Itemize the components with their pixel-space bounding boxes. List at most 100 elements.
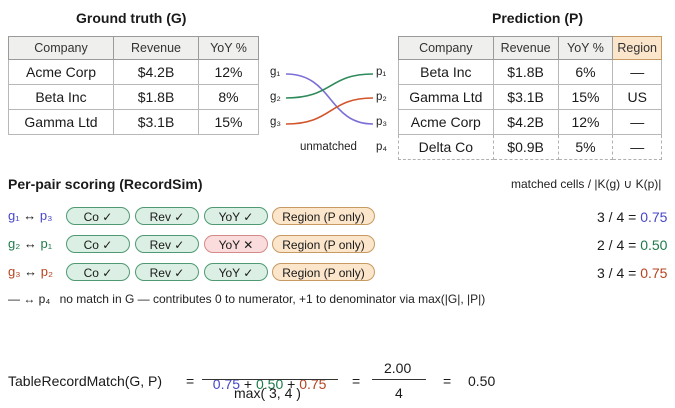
pair-p: p₁ xyxy=(40,236,53,251)
formula-eq: = xyxy=(186,373,195,389)
formula-lhs: TableRecordMatch(G, P) xyxy=(8,373,163,389)
pred-table: Company Revenue YoY % Region Beta Inc $1… xyxy=(398,36,662,160)
gt-cell: 8% xyxy=(198,84,259,110)
scoring-right-header: matched cells / |K(g) ∪ K(p)| xyxy=(511,177,662,191)
gt-title: Ground truth (G) xyxy=(76,10,187,26)
match-line-g1-p3 xyxy=(285,73,374,125)
pair-frac: 3 / 4 = xyxy=(597,265,637,281)
pill-yoy: YoY ✕ xyxy=(204,235,268,253)
pred-cell: $3.1B xyxy=(492,84,559,110)
unmatched-prefix: — ↔ p₄ xyxy=(8,292,51,306)
plus: + xyxy=(240,376,256,392)
formula-den2: 4 xyxy=(395,385,403,401)
pred-cell: $1.8B xyxy=(492,59,559,85)
matching-lines xyxy=(285,73,374,125)
fraction-bar xyxy=(202,379,338,380)
pred-cell: 5% xyxy=(557,134,614,160)
p3-label: p₃ xyxy=(376,116,388,128)
pred-cell: Delta Co xyxy=(398,134,494,160)
gt-cell: 15% xyxy=(198,109,259,135)
pill-co: Co ✓ xyxy=(66,235,130,253)
pill-co: Co ✓ xyxy=(66,263,130,281)
pair-value: 0.75 xyxy=(640,209,668,225)
formula-eq2: = xyxy=(352,373,361,389)
pair-g: g₃ xyxy=(8,264,21,279)
num-c: 0.75 xyxy=(299,376,327,392)
pair-score: 2 / 4 = 0.50 xyxy=(597,237,667,253)
gt-header-row: Company Revenue YoY % xyxy=(8,36,259,60)
pair-score: 3 / 4 = 0.75 xyxy=(597,265,667,281)
pair-score: 3 / 4 = 0.75 xyxy=(597,209,667,225)
match-line-g2-p1 xyxy=(285,73,374,99)
pair-arrow: ↔ xyxy=(23,236,37,251)
pair-frac: 2 / 4 = xyxy=(597,237,637,253)
gt-table: Company Revenue YoY % Acme Corp $4.2B 12… xyxy=(8,36,259,135)
pred-header-row: Company Revenue YoY % Region xyxy=(398,36,662,60)
pred-col-revenue: Revenue xyxy=(492,36,559,60)
pred-col-region: Region xyxy=(612,36,662,60)
pred-cell: $0.9B xyxy=(492,134,559,160)
pred-cell: Gamma Ltd xyxy=(398,84,494,110)
g1-label: g₁ xyxy=(270,66,281,78)
gt-cell: $4.2B xyxy=(113,59,199,85)
gt-cell: Acme Corp xyxy=(8,59,114,85)
gt-row: Acme Corp $4.2B 12% xyxy=(8,59,259,85)
match-line-g3-p2 xyxy=(285,97,374,125)
pair-p: p₃ xyxy=(39,208,53,223)
unmatched-note: — ↔ p₄ no match in G — contributes 0 to … xyxy=(8,292,485,306)
pred-cell: — xyxy=(612,109,662,135)
scoring-title: Per-pair scoring (RecordSim) xyxy=(8,176,203,192)
pill-rev: Rev ✓ xyxy=(135,263,199,281)
pill-yoy: YoY ✓ xyxy=(204,263,268,281)
pred-row: Beta Inc $1.8B 6% — xyxy=(398,59,662,85)
num-a: 0.75 xyxy=(212,376,241,392)
formula-denominator: max( 3, 4 ) xyxy=(234,385,301,401)
pred-row: Gamma Ltd $3.1B 15% US xyxy=(398,84,662,110)
p1-label: p₁ xyxy=(376,66,387,78)
pair-value: 0.50 xyxy=(640,237,668,253)
pair-arrow: ↔ xyxy=(24,264,38,279)
formula-numerator: 0.75 + 0.50 + 0.75 xyxy=(205,360,327,392)
pair-g: g₁ xyxy=(8,208,20,223)
pred-row: Acme Corp $4.2B 12% — xyxy=(398,109,662,135)
gt-cell: Beta Inc xyxy=(8,84,114,110)
gt-cell: Gamma Ltd xyxy=(8,109,114,135)
pred-cell: — xyxy=(612,134,662,160)
gt-row: Beta Inc $1.8B 8% xyxy=(8,84,259,110)
gt-cell: $3.1B xyxy=(113,109,199,135)
pred-title: Prediction (P) xyxy=(492,10,584,26)
gt-col-yoy: YoY % xyxy=(198,36,259,60)
pill-rev: Rev ✓ xyxy=(135,235,199,253)
pred-cell: $4.2B xyxy=(492,109,559,135)
formula-result: 0.50 xyxy=(468,373,496,389)
pair-g: g₂ xyxy=(8,236,21,251)
pair-label: g₃ ↔ p₂ xyxy=(8,264,53,279)
g3-label: g₃ xyxy=(270,116,282,128)
g2-label: g₂ xyxy=(270,91,281,103)
pair-p: p₂ xyxy=(40,264,54,279)
pair-arrow: ↔ xyxy=(23,208,37,223)
pred-col-company: Company xyxy=(398,36,494,60)
pill-yoy: YoY ✓ xyxy=(204,207,268,225)
p2-label: p₂ xyxy=(376,91,387,103)
pred-col-yoy: YoY % xyxy=(557,36,614,60)
pred-row-unmatched: Delta Co $0.9B 5% — xyxy=(398,134,662,160)
pair-label: g₁ ↔ p₃ xyxy=(8,208,52,223)
pred-cell: — xyxy=(612,59,662,85)
pred-cell: 12% xyxy=(557,109,614,135)
gt-cell: $1.8B xyxy=(113,84,199,110)
gt-cell: 12% xyxy=(198,59,259,85)
pair-frac: 3 / 4 = xyxy=(597,209,637,225)
formula-num2: 2.00 xyxy=(384,360,412,376)
gt-row: Gamma Ltd $3.1B 15% xyxy=(8,109,259,135)
pred-cell: Acme Corp xyxy=(398,109,494,135)
p4-label: p₄ xyxy=(376,141,388,153)
pill-region: Region (P only) xyxy=(272,263,375,281)
pred-cell: 15% xyxy=(557,84,614,110)
pill-region: Region (P only) xyxy=(272,207,375,225)
pair-label: g₂ ↔ p₁ xyxy=(8,236,52,251)
gt-col-company: Company xyxy=(8,36,114,60)
plus: + xyxy=(283,376,300,392)
fraction-bar xyxy=(372,379,426,380)
pill-region: Region (P only) xyxy=(272,235,375,253)
